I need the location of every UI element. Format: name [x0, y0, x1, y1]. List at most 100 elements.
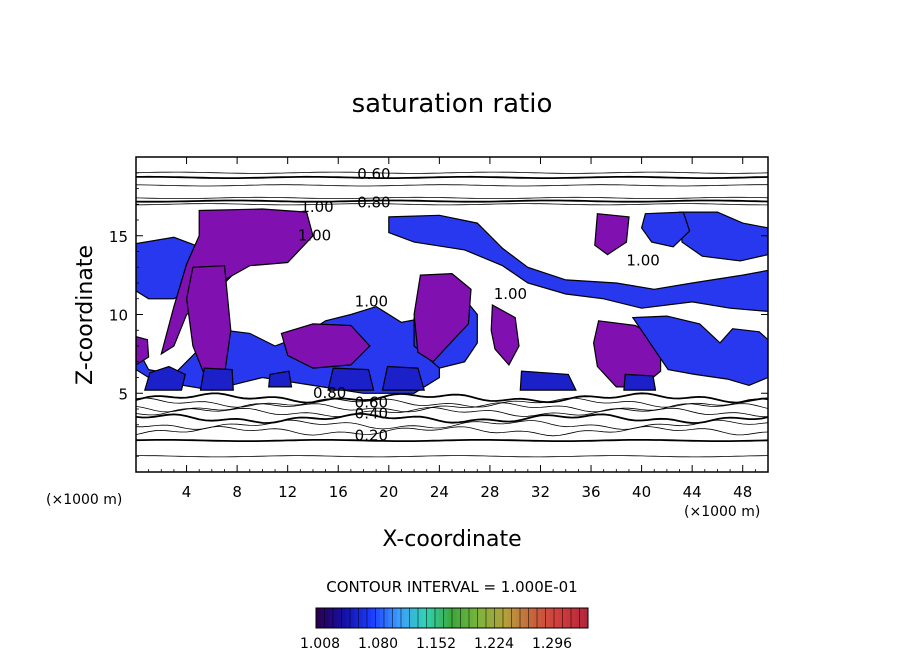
colorbar-swatch — [367, 608, 372, 628]
contour-label: 0.20 — [355, 427, 388, 445]
supersaturation-region-6 — [136, 335, 150, 366]
colorbar-swatch — [375, 608, 381, 628]
colorbar-swatch — [566, 608, 572, 628]
supersaturation-region-17 — [199, 367, 234, 391]
supersaturation-region-8 — [413, 272, 472, 363]
chart-title: saturation ratio — [352, 89, 553, 119]
colorbar-swatch — [405, 608, 410, 628]
x-axis-label: X-coordinate — [382, 527, 521, 552]
colorbar-swatch — [439, 608, 444, 628]
isoline-13 — [136, 439, 768, 442]
colorbar-swatch — [409, 608, 415, 628]
colorbar-swatch — [571, 608, 576, 628]
isoline-0 — [136, 171, 768, 174]
colorbar-swatch — [477, 608, 483, 628]
colorbar-swatch — [473, 608, 478, 628]
colorbar-swatch — [545, 608, 551, 628]
colorbar-swatch — [426, 608, 432, 628]
x-tick-label: 8 — [232, 483, 242, 501]
supersaturation-region-9 — [490, 304, 520, 366]
colorbar-swatch — [549, 608, 555, 628]
isoline-9 — [136, 407, 768, 418]
colorbar-swatch — [320, 608, 325, 628]
colorbar-swatch — [554, 608, 559, 628]
colorbar-swatch — [337, 608, 342, 628]
isoline-1 — [136, 175, 768, 179]
colorbar-swatch — [575, 608, 580, 628]
x-tick-label: 48 — [733, 483, 752, 501]
colorbar-swatch — [579, 608, 585, 628]
isoline-10 — [136, 413, 768, 424]
isoline-11 — [136, 419, 768, 430]
contour-label: 0.60 — [357, 165, 390, 183]
colorbar-swatch — [498, 608, 504, 628]
colorbar-tick-label: 1.224 — [474, 636, 514, 652]
supersaturation-region-18 — [268, 370, 293, 388]
colorbar-swatch — [422, 608, 427, 628]
x-tick-label: 24 — [430, 483, 449, 501]
colorbar-swatch — [511, 608, 517, 628]
colorbar-swatch — [396, 608, 402, 628]
contour-label: 1.00 — [300, 198, 333, 216]
supersaturation-region-2 — [388, 214, 768, 313]
colorbar-swatch — [388, 608, 393, 628]
y-tick-label: 10 — [109, 307, 128, 325]
contour-label: 0.60 — [355, 393, 388, 411]
isoline-4 — [136, 199, 768, 203]
contour-label: 1.00 — [298, 226, 331, 244]
x-tick-label: 36 — [581, 483, 600, 501]
colorbar-swatch — [486, 608, 491, 628]
colorbar-swatch — [413, 608, 419, 628]
colorbar-swatch — [524, 608, 529, 628]
colorbar-swatch — [354, 608, 359, 628]
colorbar-swatch — [456, 608, 461, 628]
supersaturation-region-11 — [594, 213, 630, 256]
colorbar-swatch — [528, 608, 534, 628]
supersaturation-region-20 — [381, 365, 425, 391]
colorbar-swatch — [562, 608, 568, 628]
supersaturation-region-21 — [519, 370, 577, 391]
supersaturation-region-15 — [631, 315, 768, 387]
colorbar-swatch — [464, 608, 470, 628]
x-tick-label: 16 — [329, 483, 348, 501]
supersaturation-region-16 — [143, 365, 186, 391]
contour-interval-label: CONTOUR INTERVAL = 1.000E-01 — [326, 578, 577, 596]
colorbar-tick-label: 1.296 — [532, 636, 572, 652]
colorbar-swatch — [435, 608, 440, 628]
colorbar-swatch — [392, 608, 398, 628]
contour-label: 1.00 — [626, 252, 659, 270]
colorbar-tick-label: 1.008 — [300, 636, 340, 652]
colorbar-swatch — [452, 608, 457, 628]
colorbar-swatch — [507, 608, 512, 628]
colorbar-swatch — [503, 608, 508, 628]
colorbar-swatch — [490, 608, 495, 628]
colorbar-swatch — [316, 608, 321, 628]
supersaturation-region-19 — [327, 367, 375, 391]
colorbar-swatch — [333, 608, 338, 628]
colorbar-swatch — [384, 608, 389, 628]
contour-label: 0.80 — [313, 384, 346, 402]
isoline-8 — [136, 402, 768, 413]
isoline-14 — [136, 455, 768, 458]
colorbar-swatch — [401, 608, 406, 628]
supersaturation-region-14 — [640, 211, 691, 248]
colorbar-swatch — [418, 608, 423, 628]
colorbar-tick-label: 1.152 — [416, 636, 456, 652]
contour-label: 1.00 — [494, 285, 527, 303]
colorbar-swatch — [430, 608, 436, 628]
colorbar-swatch — [379, 608, 385, 628]
colorbar-swatch — [558, 608, 563, 628]
x-tick-label: 44 — [683, 483, 702, 501]
isoline-2 — [136, 184, 768, 187]
colorbar-swatch — [460, 608, 466, 628]
x-tick-label: 4 — [182, 483, 192, 501]
isoline-5 — [136, 203, 768, 206]
supersaturation-region-13 — [678, 211, 768, 262]
isoline-6 — [136, 392, 768, 404]
colorbar-swatch — [324, 608, 330, 628]
colorbar-swatch — [371, 608, 376, 628]
colorbar-swatch — [537, 608, 542, 628]
contour-label: 0.80 — [357, 193, 390, 211]
plot-area: 0.600.801.001.001.00 1.001.000.800.600.40… — [109, 156, 769, 501]
